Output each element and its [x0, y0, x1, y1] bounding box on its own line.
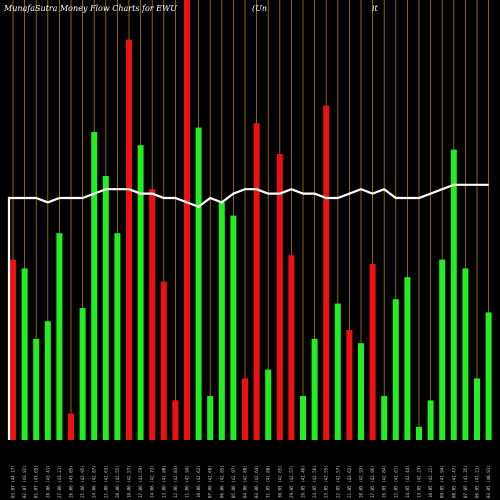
tick-label: 07.05 (41.35) [463, 465, 468, 498]
tick-label: 03.07 (44.17) [11, 465, 16, 498]
bar-series [10, 0, 492, 440]
bar [218, 202, 225, 440]
bar [288, 255, 295, 440]
bar [462, 268, 469, 440]
bar [334, 303, 341, 440]
tick-label: 24.06 (42.87) [92, 465, 97, 498]
tick-label: 14.05 (42.44) [405, 465, 410, 498]
bar [323, 105, 330, 440]
tick-label: 04.06 (42.80) [243, 465, 248, 498]
tick-label: 23.05 (42.55) [324, 465, 329, 498]
tick-label: 17.05 (42.96) [370, 465, 375, 498]
tick-label: 24.05 (42.56) [312, 465, 317, 498]
bar [21, 268, 28, 440]
tick-label: 12.06 (42.83) [173, 465, 178, 498]
bar [56, 233, 63, 440]
tick-label: 08.05 (41.47) [451, 465, 456, 498]
chart-title: MunafaSutra Money Flow Charts for EWU [3, 4, 177, 13]
tick-label: 14.06 (42.73) [150, 465, 155, 498]
bar [392, 299, 399, 440]
bar [358, 343, 364, 440]
tick-label: 25.06 (42.95) [80, 465, 85, 498]
chart-title-mid: (Un [252, 4, 267, 13]
bar [184, 0, 190, 440]
tick-label: 21.06 (42.63) [103, 465, 108, 498]
bar [207, 396, 214, 440]
bar [311, 338, 318, 440]
bar [230, 215, 237, 440]
tick-label: 22.05 (42.57) [335, 465, 340, 498]
tick-label: 28.05 (42.46) [301, 465, 306, 498]
tick-label: 06.05 (41.21) [475, 465, 480, 498]
tick-label: 03.05 (40.91) [486, 465, 491, 498]
bar [79, 308, 86, 440]
tick-label: 20.05 (42.93) [359, 465, 364, 498]
money-flow-line [7, 183, 489, 440]
bar [474, 378, 480, 440]
tick-label: 20.06 (42.55) [115, 465, 120, 498]
bar [102, 176, 109, 440]
tick-label: 13.06 (42.80) [161, 465, 166, 498]
tick-label: 07.06 (42.60) [208, 465, 213, 498]
bar [114, 233, 121, 440]
tick-label: 05.06 (42.97) [231, 465, 236, 498]
bar [68, 413, 74, 440]
tick-label: 16.05 (42.84) [382, 465, 387, 498]
tick-label: 13.05 (42.23) [417, 465, 422, 498]
tick-label: 10.05 (42.22) [428, 465, 433, 498]
tick-label: 30.05 (42.65) [277, 465, 282, 498]
bar [276, 154, 283, 440]
bar [137, 145, 144, 440]
bar [91, 132, 98, 440]
tick-label: 28.06 (43.41) [45, 465, 50, 498]
bar [10, 259, 16, 440]
bar [242, 378, 248, 440]
bar [300, 396, 306, 440]
bar [149, 189, 156, 440]
bar [265, 369, 272, 440]
x-tick-labels: 03.07 (44.17) 02.07 (43.92) 01.07 (43.65) 2… [11, 465, 492, 498]
bar [404, 277, 411, 440]
tick-label: 18.06 (42.57) [127, 465, 132, 498]
tick-label: 11.06 (42.94) [185, 465, 190, 498]
tick-label: 09.05 (41.94) [440, 465, 445, 498]
chart-title-right: it [372, 4, 379, 13]
bar [253, 123, 260, 440]
bar [369, 264, 376, 440]
tick-label: 17.06 (42.59) [138, 465, 143, 498]
tick-label: 10.06 (42.62) [196, 465, 201, 498]
bar [439, 259, 446, 440]
tick-label: 01.07 (43.65) [34, 465, 39, 498]
tick-label: 02.07 (43.92) [22, 465, 27, 498]
bar [416, 426, 422, 440]
tick-label: 21.05 (42.62) [347, 465, 352, 498]
tick-label: 15.05 (42.61) [393, 465, 398, 498]
bar [44, 321, 51, 440]
bar [33, 338, 40, 440]
bar [381, 396, 388, 440]
bar [195, 127, 202, 440]
bar [346, 330, 353, 440]
bar [160, 281, 167, 440]
tick-label: 27.06 (43.21) [57, 465, 62, 498]
bar [126, 39, 132, 440]
bar [450, 149, 457, 440]
bar [172, 400, 179, 440]
tick-label: 03.06 (42.64) [254, 465, 259, 498]
tick-label: 26.06 (43.05) [69, 465, 74, 498]
bar [485, 312, 492, 440]
tick-label: 31.05 (42.88) [266, 465, 271, 498]
tick-label: 29.05 (42.57) [289, 465, 294, 498]
tick-label: 06.06 (42.85) [219, 465, 224, 498]
bar [427, 400, 434, 440]
